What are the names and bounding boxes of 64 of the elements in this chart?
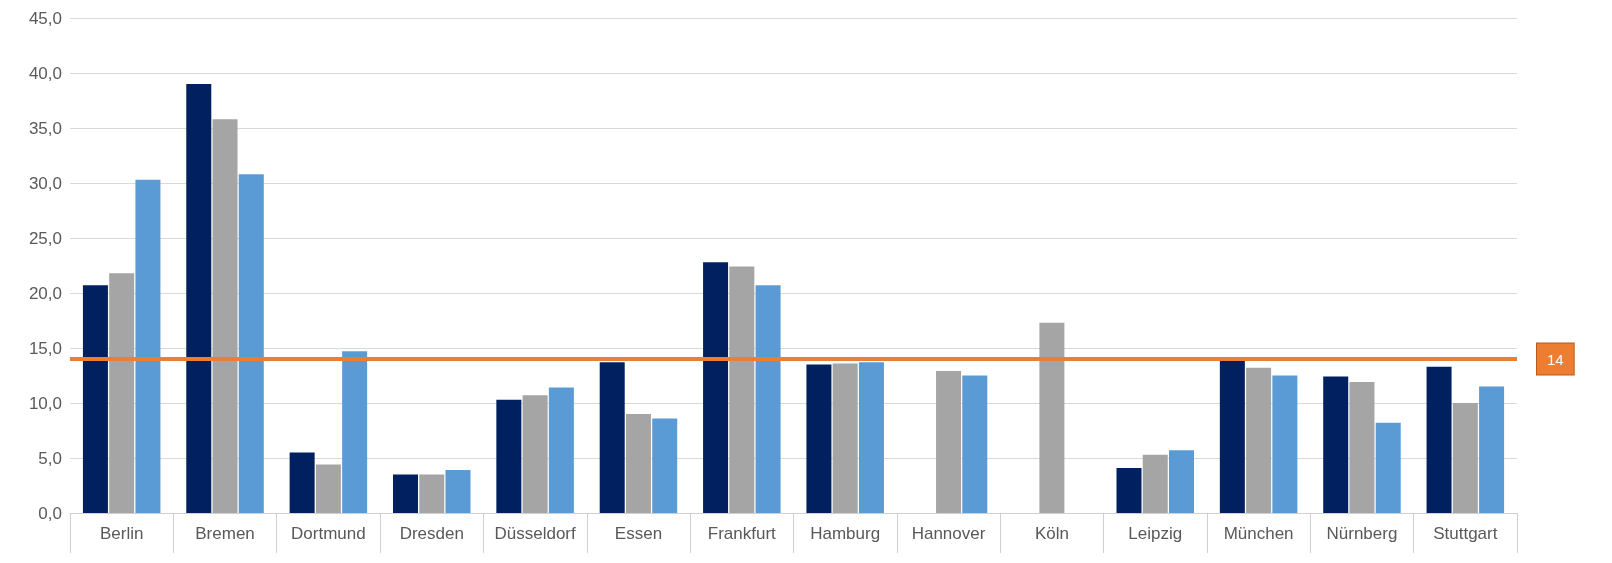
bar [1142,454,1168,513]
x-tick-label: Hannover [911,524,986,543]
bar [289,452,315,513]
bar [755,285,781,513]
x-tick-label: Leipzig [1128,524,1183,543]
bar [212,119,238,513]
bar [238,174,264,513]
bar [1375,422,1401,513]
y-tick-label: 45,0 [28,8,62,28]
y-tick-label: 30,0 [28,173,62,193]
bar [82,285,108,513]
bar [1452,403,1478,513]
bar [522,395,548,513]
x-tick-label: Köln [1034,524,1069,543]
ref-line-label: 14 [1547,350,1564,368]
bar [496,399,522,513]
x-tick-label: Nürnberg [1326,524,1398,543]
bar [832,363,858,513]
y-tick-label: 10,0 [28,393,62,413]
bar [135,179,161,513]
x-tick-label: Stuttgart [1433,524,1498,543]
bar [1272,375,1298,513]
x-tick-label: Düsseldorf [494,524,577,543]
bar [936,371,962,513]
y-tick-label: 20,0 [28,283,62,303]
bar [625,414,651,513]
bar [315,464,341,513]
bar [342,351,368,513]
bar [703,262,729,513]
x-tick-label: Bremen [195,524,255,543]
bar [1169,450,1195,513]
bar [548,387,574,513]
bar [1323,376,1349,513]
bar [186,84,212,513]
y-tick-label: 35,0 [28,118,62,138]
bar [652,418,678,513]
bar [1349,382,1375,513]
x-tick-label: Berlin [99,524,144,543]
x-tick-label: Frankfurt [707,524,777,543]
y-tick-label: 15,0 [28,338,62,358]
x-tick-label: München [1223,524,1294,543]
x-tick-label: Dresden [399,524,464,543]
bar [419,474,445,513]
y-tick-label: 25,0 [28,228,62,248]
bar [1246,367,1272,513]
bar [599,362,625,513]
x-tick-label: Essen [614,524,663,543]
y-tick-label: 5,0 [38,448,62,468]
y-tick-label: 40,0 [28,63,62,83]
bar [109,273,135,513]
bar [806,364,832,513]
x-tick-label: Dortmund [291,524,366,543]
bar [1039,322,1065,513]
bar [729,266,755,513]
bar [1479,386,1505,513]
bar [962,375,988,513]
x-tick-label: Hamburg [810,524,881,543]
bar [1219,359,1245,513]
bar [1426,366,1452,513]
y-tick-label: 0,0 [38,503,62,523]
bar [1116,467,1142,513]
bar [392,474,418,513]
bar [445,470,471,513]
bar [858,362,884,513]
